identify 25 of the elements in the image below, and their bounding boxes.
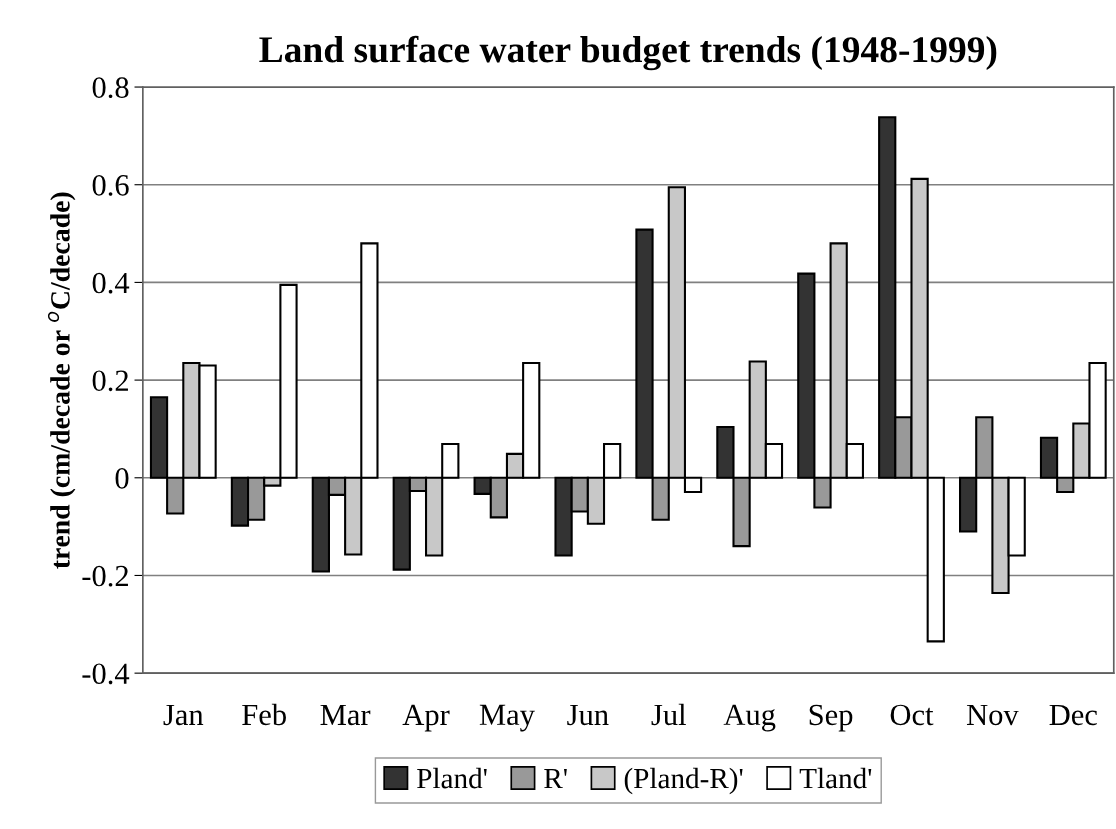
x-tick-label: Dec <box>1049 704 1097 726</box>
x-tick-label: Jan <box>163 704 204 726</box>
y-tick-label: 0 <box>115 468 129 489</box>
y-tick-label: 0.4 <box>92 272 130 294</box>
x-tick-label: Oct <box>890 704 934 726</box>
y-axis-title: trend (cm/decade or $^{o}$C/decade) <box>47 192 76 569</box>
x-tick-label: Jul <box>651 703 686 726</box>
y-tick-label: 0.2 <box>92 370 128 392</box>
chart-title: Land surface water budget trends (1948-1999) <box>259 35 997 71</box>
y-tick-label: -0.4 <box>82 663 130 685</box>
x-tick-label: Sep <box>809 704 853 732</box>
x-tick-label: Mar <box>320 704 371 726</box>
x-tick-label: May <box>479 704 535 732</box>
legend-label: R' <box>544 769 567 789</box>
y-tick-label: 0.8 <box>92 77 129 99</box>
legend-label: (Pland-R)' <box>624 767 743 795</box>
x-tick-label: Apr <box>402 704 450 732</box>
y-tick-label: 0.6 <box>92 175 129 196</box>
legend-label: Pland' <box>417 767 487 789</box>
x-tick-label: Jun <box>567 704 609 726</box>
legend-label: Tland' <box>799 767 872 789</box>
x-tick-label: Aug <box>723 704 776 732</box>
y-tick-label: -0.2 <box>82 565 128 587</box>
x-tick-label: Nov <box>966 704 1019 726</box>
x-tick-label: Feb <box>242 703 286 726</box>
